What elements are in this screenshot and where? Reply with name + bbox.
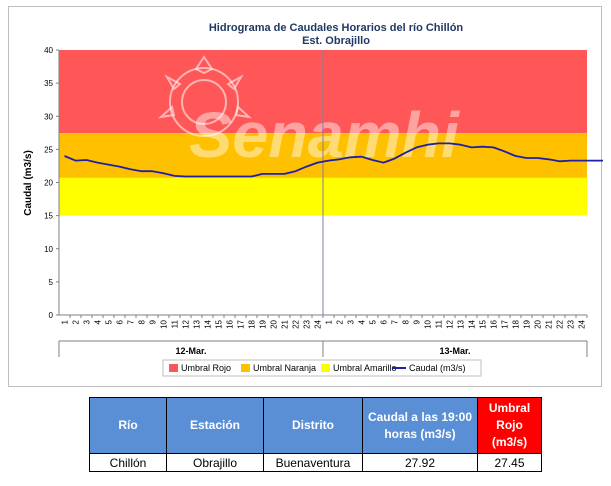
x-tick-label: 14 bbox=[468, 319, 477, 328]
y-tick-label: 30 bbox=[44, 112, 53, 121]
x-tick-label: 22 bbox=[292, 319, 301, 328]
x-tick-label: 7 bbox=[391, 319, 400, 324]
x-tick-label: 8 bbox=[402, 319, 411, 324]
x-tick-label: 21 bbox=[281, 319, 290, 328]
day-labels: 12-Mar. 13-Mar. bbox=[175, 346, 470, 356]
cell-caudal: 27.92 bbox=[362, 453, 478, 472]
x-tick-label: 9 bbox=[149, 319, 158, 324]
cell-distrito: Buenaventura bbox=[263, 453, 363, 472]
x-tick-label: 4 bbox=[94, 319, 103, 324]
cell-umbral-rojo: 27.45 bbox=[477, 453, 542, 472]
x-tick-label: 10 bbox=[424, 319, 433, 328]
chart-subtitle: Est. Obrajillo bbox=[302, 35, 370, 47]
chart-frame: Hidrograma de Caudales Horarios del río … bbox=[8, 6, 603, 387]
legend-label: Caudal (m3/s) bbox=[409, 363, 466, 373]
x-tick-label: 2 bbox=[72, 319, 81, 324]
legend-label: Umbral Naranja bbox=[253, 363, 316, 373]
y-tick-label: 10 bbox=[44, 245, 53, 254]
x-tick-label: 19 bbox=[259, 319, 268, 328]
legend-label: Umbral Rojo bbox=[181, 363, 231, 373]
station-table: Río Estación Distrito Caudal a las 19:00… bbox=[89, 397, 542, 472]
x-tick-label: 14 bbox=[204, 319, 213, 328]
y-axis-label: Caudal (m3/s) bbox=[23, 150, 34, 216]
day-label: 13-Mar. bbox=[439, 346, 470, 356]
chart-axes bbox=[56, 49, 588, 357]
chart-title: Hidrograma de Caudales Horarios del río … bbox=[209, 22, 464, 34]
x-tick-label: 10 bbox=[160, 319, 169, 328]
x-tick-label: 12 bbox=[182, 319, 191, 328]
legend-label: Umbral Amarillo bbox=[333, 363, 397, 373]
x-tick-label: 18 bbox=[512, 319, 521, 328]
y-tick-labels: 0 5 10 15 20 25 30 35 40 bbox=[44, 46, 53, 320]
x-tick-label: 11 bbox=[171, 319, 180, 328]
x-tick-label: 6 bbox=[116, 319, 125, 324]
x-tick-label: 12 bbox=[446, 319, 455, 328]
x-tick-label: 20 bbox=[534, 319, 543, 328]
x-tick-label: 11 bbox=[435, 319, 444, 328]
x-tick-label: 17 bbox=[237, 319, 246, 328]
y-tick-label: 15 bbox=[44, 212, 53, 221]
legend-swatch bbox=[321, 364, 330, 372]
x-tick-label: 7 bbox=[127, 319, 136, 324]
x-tick-label: 3 bbox=[347, 319, 356, 324]
x-tick-label: 20 bbox=[270, 319, 279, 328]
table-row: Chillón Obrajillo Buenaventura 27.92 27.… bbox=[89, 453, 542, 472]
y-tick-label: 25 bbox=[44, 145, 53, 154]
x-tick-label: 5 bbox=[369, 319, 378, 324]
header-rio: Río bbox=[89, 397, 167, 454]
x-tick-label: 24 bbox=[578, 319, 587, 328]
x-tick-label: 22 bbox=[556, 319, 565, 328]
x-tick-label: 19 bbox=[523, 319, 532, 328]
header-estacion: Estación bbox=[166, 397, 264, 454]
x-tick-label: 4 bbox=[358, 319, 367, 324]
day-label: 12-Mar. bbox=[175, 346, 206, 356]
header-caudal: Caudal a las 19:00 horas (m3/s) bbox=[362, 397, 478, 454]
y-tick-label: 40 bbox=[44, 46, 53, 55]
header-umbral-rojo: Umbral Rojo (m3/s) bbox=[477, 397, 542, 454]
x-tick-label: 1 bbox=[325, 319, 334, 324]
x-tick-label: 16 bbox=[226, 319, 235, 328]
x-tick-label: 17 bbox=[501, 319, 510, 328]
table-header-row: Río Estación Distrito Caudal a las 19:00… bbox=[89, 397, 542, 454]
x-tick-label: 2 bbox=[336, 319, 345, 324]
hydrograph-chart: Hidrograma de Caudales Horarios del río … bbox=[23, 22, 603, 377]
series-line-caudal bbox=[64, 142, 603, 178]
x-tick-label: 5 bbox=[105, 319, 114, 324]
x-tick-label: 13 bbox=[193, 319, 202, 328]
legend-swatch bbox=[169, 364, 178, 372]
watermark: Senamhi bbox=[157, 55, 460, 171]
x-tick-label: 15 bbox=[215, 319, 224, 328]
x-tick-label: 16 bbox=[490, 319, 499, 328]
series-lines bbox=[64, 142, 603, 178]
x-tick-label: 21 bbox=[545, 319, 554, 328]
x-tick-label: 1 bbox=[61, 319, 70, 324]
x-tick-label: 24 bbox=[314, 319, 323, 328]
header-distrito: Distrito bbox=[263, 397, 363, 454]
y-tick-label: 0 bbox=[49, 311, 54, 320]
x-tick-label: 23 bbox=[303, 319, 312, 328]
y-tick-label: 20 bbox=[44, 179, 53, 188]
x-tick-label: 3 bbox=[83, 319, 92, 324]
x-tick-label: 8 bbox=[138, 319, 147, 324]
y-tick-label: 5 bbox=[49, 278, 54, 287]
x-tick-label: 15 bbox=[479, 319, 488, 328]
legend-swatch bbox=[241, 364, 250, 372]
cell-estacion: Obrajillo bbox=[166, 453, 264, 472]
x-tick-label: 6 bbox=[380, 319, 389, 324]
x-tick-label: 13 bbox=[457, 319, 466, 328]
x-tick-label: 18 bbox=[248, 319, 257, 328]
cell-rio: Chillón bbox=[89, 453, 167, 472]
x-tick-label: 23 bbox=[567, 319, 576, 328]
x-tick-labels: 1 2 3 4 5 6 7 8 9 10 11 12 13 14 15 16 17 18 19 20 21 22 23 24 1… bbox=[61, 319, 587, 328]
legend: Umbral Rojo Umbral Naranja Umbral Amarillo… bbox=[162, 359, 482, 377]
y-tick-label: 35 bbox=[44, 79, 53, 88]
sun-logo-icon bbox=[157, 55, 253, 137]
watermark-text: Senamhi bbox=[189, 99, 460, 171]
x-tick-label: 9 bbox=[413, 319, 422, 324]
